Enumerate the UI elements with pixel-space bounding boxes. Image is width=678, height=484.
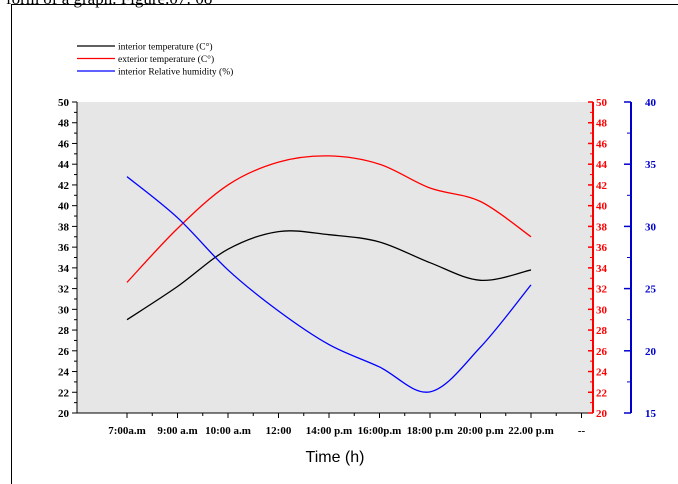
x-tick-label: 9:00 a.m [157, 425, 197, 437]
y-left-tick-label: 38 [58, 221, 70, 233]
y-red-tick-label: 38 [596, 221, 608, 233]
y-blue-tick-label: 20 [645, 346, 657, 358]
y-left-tick-label: 46 [58, 138, 70, 150]
y-red-tick-label: 46 [596, 138, 608, 150]
y-blue-tick-label: 30 [645, 221, 657, 233]
y-left-tick-label: 44 [58, 159, 70, 171]
y-left-tick-label: 22 [58, 387, 70, 399]
x-tick-label: 7:00a.m [108, 425, 146, 437]
y-left-tick-label: 36 [58, 242, 70, 254]
y-left-tick-label: 42 [58, 180, 70, 192]
y-red-tick-label: 28 [596, 325, 608, 337]
y-red-tick-label: 48 [596, 118, 608, 130]
y-left-tick-label: 24 [58, 367, 70, 379]
y-red-tick-label: 32 [596, 284, 608, 296]
y-left-tick-label: 50 [58, 97, 70, 109]
y-left-tick-label: 34 [58, 263, 70, 275]
y-red-tick-label: 20 [596, 408, 608, 420]
y-left-tick-label: 30 [58, 304, 70, 316]
y-red-tick-label: 34 [596, 263, 608, 275]
y-red-tick-label: 40 [596, 201, 608, 213]
y-blue-tick-label: 25 [645, 284, 657, 296]
series-line-2 [126, 155, 532, 283]
y-red-tick-label: 50 [596, 97, 608, 109]
y-red-tick-label: 22 [596, 387, 608, 399]
y-left-tick-label: 40 [58, 201, 70, 213]
x-tick-label: 10:00 a.m [205, 425, 251, 437]
y-left-tick-label: 48 [58, 118, 70, 130]
figure-frame [11, 4, 678, 484]
y-red-tick-label: 26 [596, 346, 608, 358]
series-line-1 [126, 230, 532, 321]
y-left-tick-label: 26 [58, 346, 70, 358]
y-blue-tick-label: 35 [645, 159, 657, 171]
legend-label-1: interior temperature (C°) [118, 42, 213, 53]
y-left-tick-label: 32 [58, 284, 70, 296]
x-tick-label: 16:00p.m [358, 425, 402, 437]
y-blue-tick-label: 15 [645, 408, 657, 420]
y-left-tick-label: 28 [58, 325, 70, 337]
legend-label-2: exterior temperature (C°) [118, 54, 214, 65]
x-tick-label: 12:00 [266, 425, 292, 437]
series-line-3 [126, 176, 532, 393]
y-left-tick-label: 20 [58, 408, 70, 420]
y-red-tick-label: 42 [596, 180, 608, 192]
x-tick-label: 20:00 p.m [457, 425, 503, 437]
legend-label-3: interior Relative humidity (%) [118, 67, 233, 78]
y-red-tick-label: 36 [596, 242, 608, 254]
plot-area [77, 102, 593, 413]
y-red-tick-label: 24 [596, 367, 608, 379]
y-red-tick-label: 30 [596, 304, 608, 316]
x-tick-label: -- [578, 425, 586, 437]
x-tick-label: 22.00 p.m [508, 425, 554, 437]
x-tick-label: 14:00 p.m [306, 425, 352, 437]
x-tick-label: 18:00 p.m [407, 425, 453, 437]
y-red-tick-label: 44 [596, 159, 608, 171]
y-blue-tick-label: 40 [645, 97, 657, 109]
x-axis-title: Time (h) [306, 449, 365, 466]
